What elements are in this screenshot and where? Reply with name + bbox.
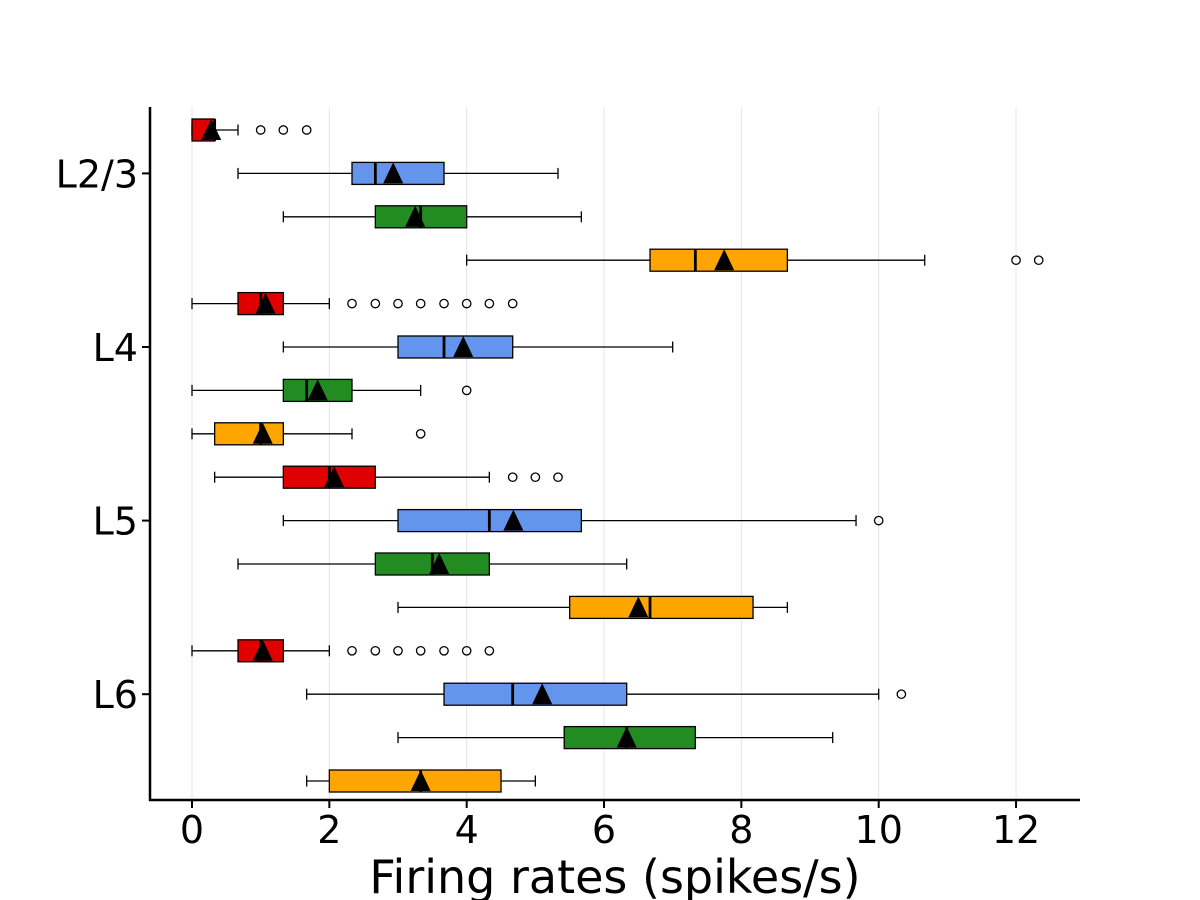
box-2 (237, 161, 559, 186)
box-16 (306, 769, 536, 793)
outlier-point (439, 645, 449, 656)
outlier-point (461, 298, 472, 309)
outlier-point (1011, 255, 1021, 266)
outlier-point (873, 515, 884, 526)
outlier-point (461, 645, 472, 656)
mean-marker (532, 683, 553, 705)
mean-marker (628, 596, 649, 618)
y-tick-label: L2/3 (56, 152, 138, 196)
mean-marker (383, 162, 404, 184)
box-14 (306, 682, 907, 706)
box-7 (191, 378, 472, 403)
box-12 (397, 595, 789, 620)
outlier-point (347, 298, 357, 309)
outlier-point (530, 472, 541, 483)
outlier-point (507, 472, 518, 483)
mean-marker (252, 422, 273, 444)
box-13 (191, 639, 495, 663)
box-3 (282, 205, 583, 229)
y-tick-label: L5 (93, 500, 138, 544)
box-5 (191, 291, 518, 316)
box-6 (282, 335, 674, 359)
y-tick-label: L4 (93, 326, 138, 370)
outlier-point (461, 385, 472, 396)
mean-marker (616, 726, 637, 748)
x-axis-label: Firing rates (spikes/s) (369, 850, 860, 900)
iqr-box (397, 335, 514, 359)
mean-marker (405, 205, 426, 227)
x-tick-label: 10 (855, 808, 903, 852)
outlier-point (484, 645, 495, 656)
mean-marker (255, 292, 276, 314)
outlier-point (1033, 255, 1044, 266)
box-10 (282, 508, 884, 533)
box-4 (466, 248, 1044, 272)
x-tick-label: 2 (317, 808, 341, 852)
iqr-box (328, 769, 502, 793)
box-15 (397, 725, 834, 750)
mean-marker (324, 466, 345, 488)
outlier-point (393, 298, 403, 309)
iqr-box (443, 682, 628, 706)
outlier-point (255, 125, 266, 135)
box-11 (237, 552, 628, 576)
mean-marker (252, 639, 273, 661)
iqr-box (569, 595, 754, 620)
y-tick-label: L6 (93, 673, 138, 717)
outlier-point (484, 298, 495, 309)
box-1 (191, 118, 312, 142)
outlier-point (370, 645, 381, 656)
outlier-point (507, 298, 518, 309)
x-tick-label: 8 (729, 808, 753, 852)
box-9 (214, 465, 563, 489)
iqr-box (214, 422, 284, 446)
x-tick-label: 6 (592, 808, 616, 852)
outlier-point (415, 298, 426, 309)
outlier-point (278, 125, 289, 135)
axes: 0 2 4 6 8 10 12 L2/3 L4 L5 L6 (56, 107, 1080, 852)
x-tick-label: 12 (992, 808, 1040, 852)
outlier-point (553, 472, 563, 483)
mean-marker (453, 336, 474, 357)
outlier-point (896, 689, 907, 700)
mean-marker (714, 249, 735, 271)
mean-marker (410, 770, 431, 791)
mean-marker (429, 553, 450, 574)
boxes-layer (191, 118, 1044, 793)
outlier-point (415, 428, 426, 439)
box-8 (191, 422, 426, 446)
outlier-point (439, 298, 449, 309)
x-tick-label: 4 (455, 808, 479, 852)
outlier-point (347, 645, 357, 656)
outlier-point (415, 645, 426, 656)
iqr-box (649, 248, 789, 272)
mean-marker (503, 509, 524, 531)
mean-marker (201, 119, 222, 140)
x-tick-label: 0 (180, 808, 204, 852)
outlier-point (301, 125, 312, 135)
mean-marker (307, 379, 328, 401)
outlier-point (393, 645, 403, 656)
outlier-point (370, 298, 381, 309)
